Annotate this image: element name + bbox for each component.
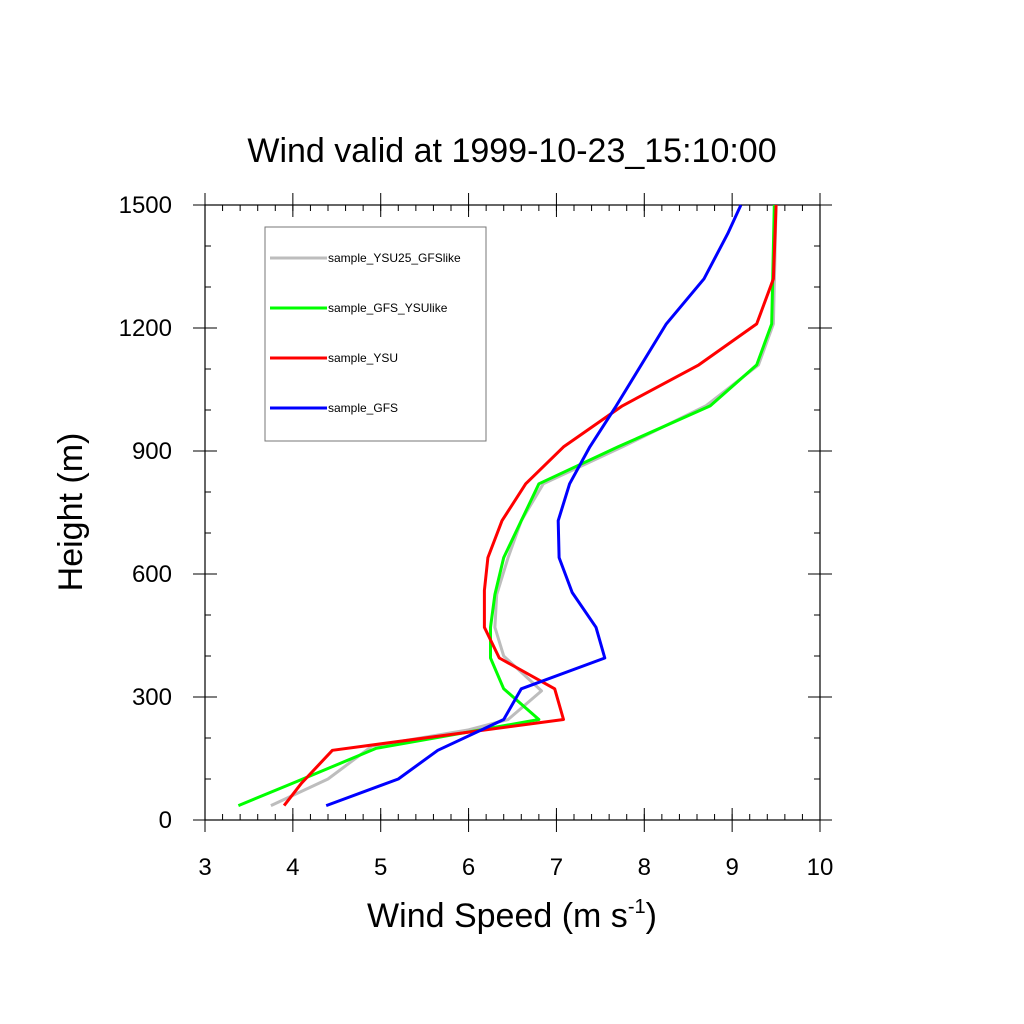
plot-area: 3 4 5 6 7 8 9 10 0 300 600 900 1200 1500 [119,192,834,881]
y-tick-label: 600 [132,561,172,588]
x-tick-label: 6 [462,854,475,881]
x-tick-label: 10 [807,854,834,881]
x-axis-label-superscript: -1 [628,896,646,918]
y-axis-label-group: Height (m) [52,433,90,592]
x-tick-label: 9 [725,854,738,881]
y-tick-label: 900 [132,438,172,465]
series-line [325,204,743,808]
plot-frame [204,204,821,821]
x-tick-label: 4 [286,854,299,881]
legend: sample_YSU25_GFSlike sample_GFS_YSUlikesa… [264,226,487,442]
legend-label: sample_GFS [328,401,398,415]
legend-label: sample_YSU [328,351,398,365]
y-tick-label: 1200 [119,315,172,342]
y-tick-label: 0 [159,807,172,834]
legend-box [264,226,487,442]
legend-label: sample_GFS_YSUlike [328,301,448,315]
chart-title: Wind valid at 1999-10-23_15:10:00 [247,132,776,170]
legend-items: sample_YSU25_GFSlike sample_GFS_YSUlikesa… [270,251,461,415]
x-tick-label: 8 [638,854,651,881]
x-tick-label: 5 [374,854,387,881]
y-tick-label: 1500 [119,192,172,219]
x-axis-label-main: Wind Speed (m s [367,897,628,935]
x-axis-label: Wind Speed (m s-1) [367,896,657,935]
x-axis-label-close: ) [646,897,657,935]
x-tick-label: 7 [550,854,563,881]
x-tick-label: 3 [198,854,211,881]
y-axis-label: Height (m) [52,433,90,592]
y-tick-label: 300 [132,684,172,711]
series-line [282,204,778,807]
legend-label: sample_YSU25_GFSlike [328,251,461,265]
